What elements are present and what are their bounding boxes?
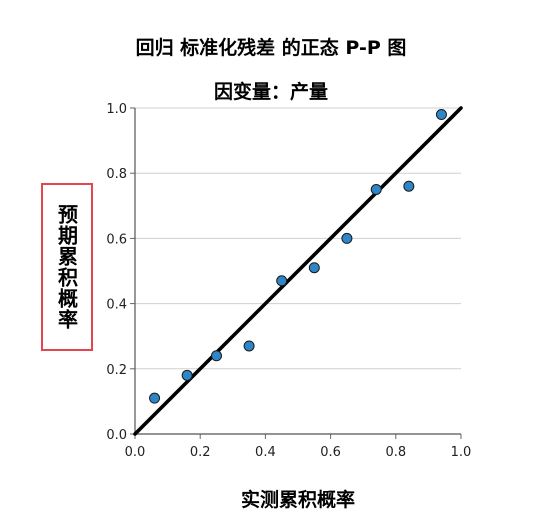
y-tick-label: 1.0 — [106, 102, 127, 117]
data-point — [308, 262, 320, 274]
y-axis-label: 预期累积概率 — [54, 204, 79, 330]
data-point — [403, 180, 415, 192]
x-tick-label: 0.2 — [190, 445, 211, 460]
data-point — [435, 109, 447, 121]
y-tick-label: 0.4 — [106, 298, 127, 313]
y-tick-label: 0.8 — [106, 167, 127, 182]
data-point — [149, 392, 161, 404]
x-tick-label: 0.0 — [125, 445, 146, 460]
data-point — [211, 350, 222, 362]
data-point — [276, 275, 288, 287]
y-axis-label-highlight: 预期累积概率 — [41, 183, 93, 351]
x-tick-label: 0.6 — [320, 445, 341, 460]
x-tick-label: 1.0 — [451, 445, 472, 460]
data-point — [243, 340, 255, 352]
y-tick-label: 0.0 — [106, 428, 127, 443]
data-point — [181, 369, 193, 381]
reference-line — [133, 106, 463, 436]
y-tick-label: 0.2 — [106, 363, 127, 378]
chart-subtitle: 因变量：产量 — [213, 81, 328, 103]
y-tick-label: 0.6 — [106, 232, 127, 247]
data-point — [341, 232, 353, 244]
x-tick-label: 0.4 — [255, 445, 276, 460]
x-axis-label: 实测累积概率 — [240, 489, 355, 511]
chart-title: 回归 标准化残差 的正态 P-P 图 — [135, 37, 407, 59]
x-tick-label: 0.8 — [385, 445, 406, 460]
data-point — [370, 184, 382, 195]
